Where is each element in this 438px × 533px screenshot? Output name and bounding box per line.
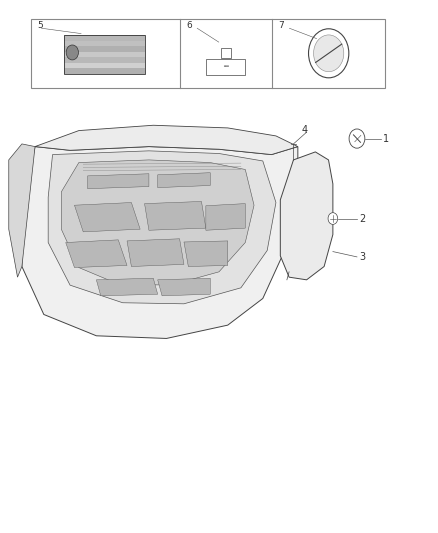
Bar [206,59,246,75]
Polygon shape [35,125,298,155]
Text: 3: 3 [359,252,365,262]
Text: 6: 6 [186,21,192,30]
Bar [64,62,145,68]
Polygon shape [280,152,333,280]
Polygon shape [96,278,158,296]
Bar [221,48,231,58]
Polygon shape [145,201,206,230]
Text: 1: 1 [383,134,389,143]
Circle shape [349,129,365,148]
Bar [64,41,145,46]
Polygon shape [48,151,276,304]
Polygon shape [61,160,254,285]
Polygon shape [127,239,184,266]
Circle shape [66,45,78,60]
Polygon shape [88,174,149,189]
Polygon shape [74,203,140,232]
Bar [64,52,145,57]
Polygon shape [66,240,127,268]
Polygon shape [206,204,245,230]
Bar [64,35,145,41]
Circle shape [328,213,338,224]
Text: 7: 7 [279,21,284,30]
Polygon shape [184,241,228,266]
Bar [64,46,145,52]
Polygon shape [158,173,210,188]
Text: ══: ══ [223,64,229,69]
Bar [64,57,145,62]
Polygon shape [22,147,298,338]
Bar [31,19,385,88]
Polygon shape [9,144,35,277]
Circle shape [308,29,349,78]
Circle shape [314,35,344,72]
Bar [64,35,145,74]
Text: 2: 2 [359,214,365,223]
Bar [64,68,145,74]
Text: 4: 4 [301,125,307,134]
Polygon shape [158,278,210,296]
Text: 5: 5 [37,21,43,30]
